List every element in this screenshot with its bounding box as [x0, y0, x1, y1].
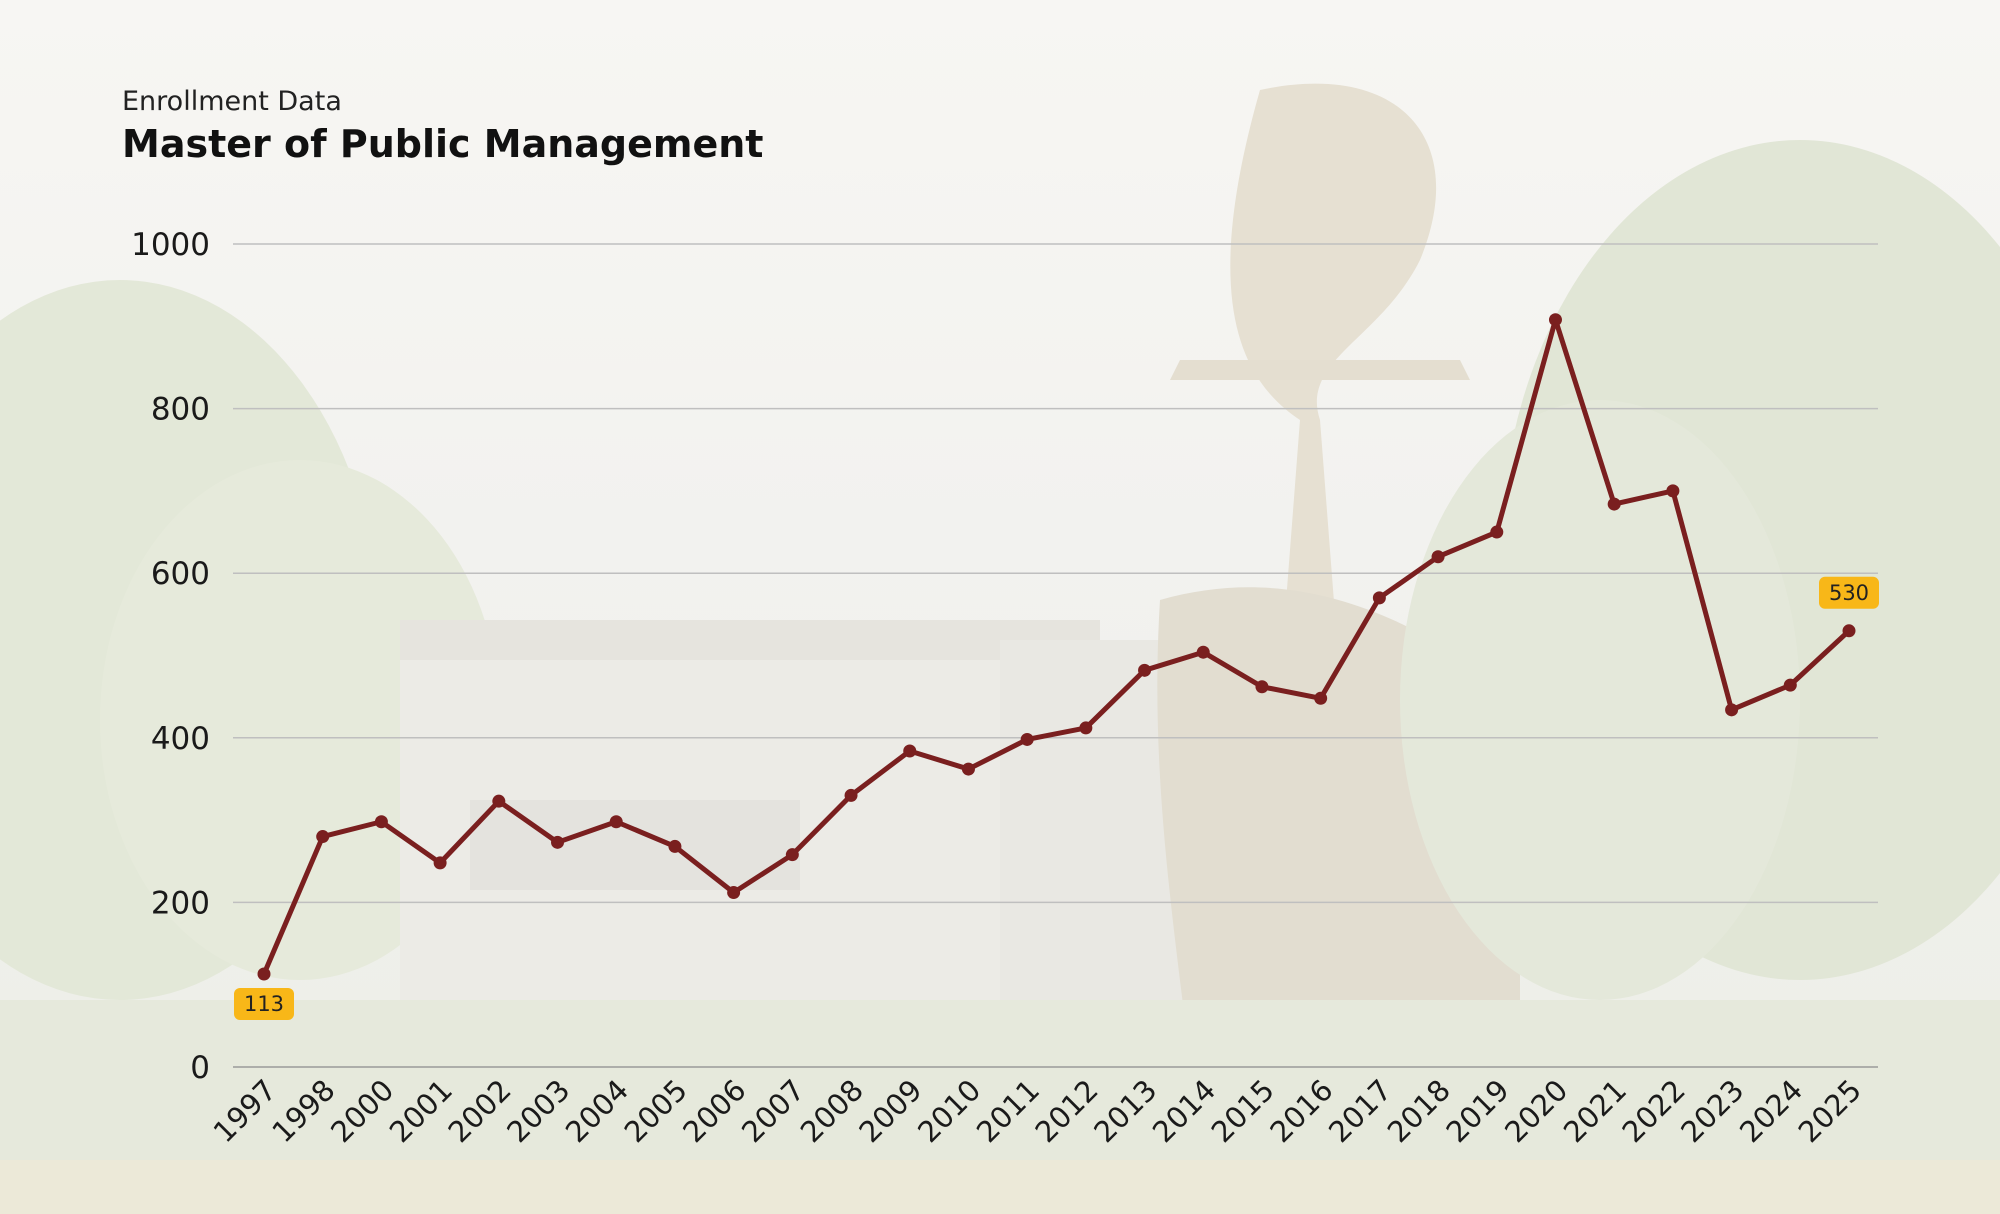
x-tick-label: 2008 — [794, 1073, 870, 1149]
x-tick-label: 2000 — [324, 1073, 400, 1149]
x-tick-label: 2003 — [500, 1073, 576, 1149]
data-label-badge — [234, 988, 294, 1021]
x-tick-label: 2010 — [911, 1073, 987, 1149]
data-point — [1431, 550, 1445, 564]
data-point — [668, 839, 682, 853]
x-axis-tick-labels: 1997199820002001200220032004200520062007… — [207, 1073, 1868, 1149]
data-point — [1020, 732, 1034, 746]
data-labels: 113 530 — [234, 576, 1879, 1021]
data-point — [1666, 484, 1680, 498]
gridlines — [233, 243, 1878, 1068]
data-point — [316, 830, 330, 844]
y-tick-label: 0 — [190, 1050, 210, 1086]
x-tick-label: 2005 — [618, 1073, 694, 1149]
data-point — [1490, 525, 1504, 539]
x-tick-label: 2011 — [970, 1073, 1046, 1149]
data-point — [903, 744, 917, 758]
y-tick-label: 800 — [151, 392, 210, 428]
chart-subtitle: Enrollment Data — [122, 86, 342, 117]
data-label: 113 — [244, 992, 284, 1016]
data-point — [1783, 678, 1797, 692]
x-tick-label: 2016 — [1263, 1073, 1339, 1149]
data-point — [433, 856, 447, 870]
chart-title: Master of Public Management — [122, 122, 764, 166]
data-label: 530 — [1829, 581, 1869, 605]
data-point — [1138, 663, 1152, 677]
x-tick-label: 1997 — [207, 1073, 283, 1149]
data-point — [492, 794, 506, 808]
x-tick-label: 2001 — [383, 1073, 459, 1149]
x-tick-label: 2023 — [1674, 1073, 1750, 1149]
x-tick-label: 2025 — [1792, 1073, 1868, 1149]
data-point — [1842, 624, 1856, 638]
x-tick-label: 2017 — [1322, 1073, 1398, 1149]
x-tick-label: 2006 — [676, 1073, 752, 1149]
x-tick-label: 2024 — [1733, 1073, 1809, 1149]
x-tick-label: 2013 — [1087, 1073, 1163, 1149]
data-point — [785, 848, 799, 862]
x-tick-label: 2014 — [1146, 1073, 1222, 1149]
x-tick-label: 2019 — [1439, 1073, 1515, 1149]
x-tick-label: 2009 — [852, 1073, 928, 1149]
data-point — [374, 815, 388, 829]
x-tick-label: 2012 — [1029, 1073, 1105, 1149]
x-tick-label: 2007 — [735, 1073, 811, 1149]
data-point — [1607, 497, 1621, 511]
data-point — [257, 967, 271, 981]
data-point — [1255, 680, 1269, 694]
data-point — [1079, 721, 1093, 735]
data-point — [1372, 591, 1386, 605]
data-point — [1314, 691, 1328, 705]
x-tick-label: 2004 — [559, 1073, 635, 1149]
series-line — [261, 317, 1852, 977]
series-layer — [257, 313, 1856, 981]
x-tick-label: 1998 — [265, 1073, 341, 1149]
data-point — [844, 788, 858, 802]
data-point — [727, 886, 741, 900]
x-tick-label: 2015 — [1205, 1073, 1281, 1149]
x-tick-label: 2021 — [1557, 1073, 1633, 1149]
y-tick-label: 1000 — [131, 227, 210, 263]
data-point — [1548, 313, 1562, 327]
y-tick-label: 200 — [151, 885, 210, 921]
x-tick-label: 2020 — [1498, 1073, 1574, 1149]
data-point — [961, 762, 975, 776]
y-tick-label: 400 — [151, 721, 210, 757]
data-point — [1725, 703, 1739, 717]
x-tick-label: 2018 — [1381, 1073, 1457, 1149]
data-label-badge — [1819, 576, 1879, 609]
data-point — [609, 815, 623, 829]
x-tick-label: 2022 — [1616, 1073, 1692, 1149]
y-tick-label: 600 — [151, 556, 210, 592]
data-point — [1196, 645, 1210, 659]
x-tick-label: 2002 — [442, 1073, 518, 1149]
data-point — [551, 835, 565, 849]
y-axis-tick-labels: 0 200 400 600 800 1000 — [131, 227, 210, 1086]
